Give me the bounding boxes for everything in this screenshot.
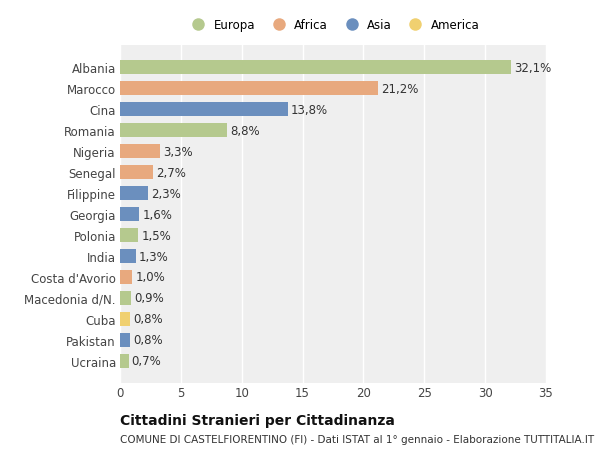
Text: 2,7%: 2,7% <box>156 166 186 179</box>
Bar <box>120 208 139 221</box>
Text: 1,0%: 1,0% <box>135 271 165 284</box>
Bar <box>120 250 136 263</box>
Text: 0,9%: 0,9% <box>134 292 164 305</box>
Text: 8,8%: 8,8% <box>230 124 260 137</box>
Text: 1,5%: 1,5% <box>142 229 171 242</box>
Text: 0,7%: 0,7% <box>131 355 161 368</box>
Bar <box>120 166 153 179</box>
Text: 1,6%: 1,6% <box>143 208 172 221</box>
Bar <box>120 145 160 158</box>
Text: 32,1%: 32,1% <box>514 62 551 74</box>
Bar <box>120 291 131 305</box>
Bar <box>120 82 378 96</box>
Bar <box>120 103 288 117</box>
Text: 0,8%: 0,8% <box>133 313 163 326</box>
Bar <box>120 124 227 138</box>
Text: 13,8%: 13,8% <box>291 103 328 117</box>
Text: 21,2%: 21,2% <box>381 83 418 95</box>
Bar <box>120 229 138 242</box>
Legend: Europa, Africa, Asia, America: Europa, Africa, Asia, America <box>182 15 484 37</box>
Text: 0,8%: 0,8% <box>133 334 163 347</box>
Bar <box>120 354 128 368</box>
Bar <box>120 61 511 75</box>
Text: Cittadini Stranieri per Cittadinanza: Cittadini Stranieri per Cittadinanza <box>120 413 395 427</box>
Bar <box>120 333 130 347</box>
Bar <box>120 271 132 284</box>
Text: 3,3%: 3,3% <box>163 146 193 158</box>
Text: 1,3%: 1,3% <box>139 250 169 263</box>
Text: COMUNE DI CASTELFIORENTINO (FI) - Dati ISTAT al 1° gennaio - Elaborazione TUTTIT: COMUNE DI CASTELFIORENTINO (FI) - Dati I… <box>120 434 594 444</box>
Bar <box>120 313 130 326</box>
Text: 2,3%: 2,3% <box>151 187 181 200</box>
Bar <box>120 187 148 201</box>
